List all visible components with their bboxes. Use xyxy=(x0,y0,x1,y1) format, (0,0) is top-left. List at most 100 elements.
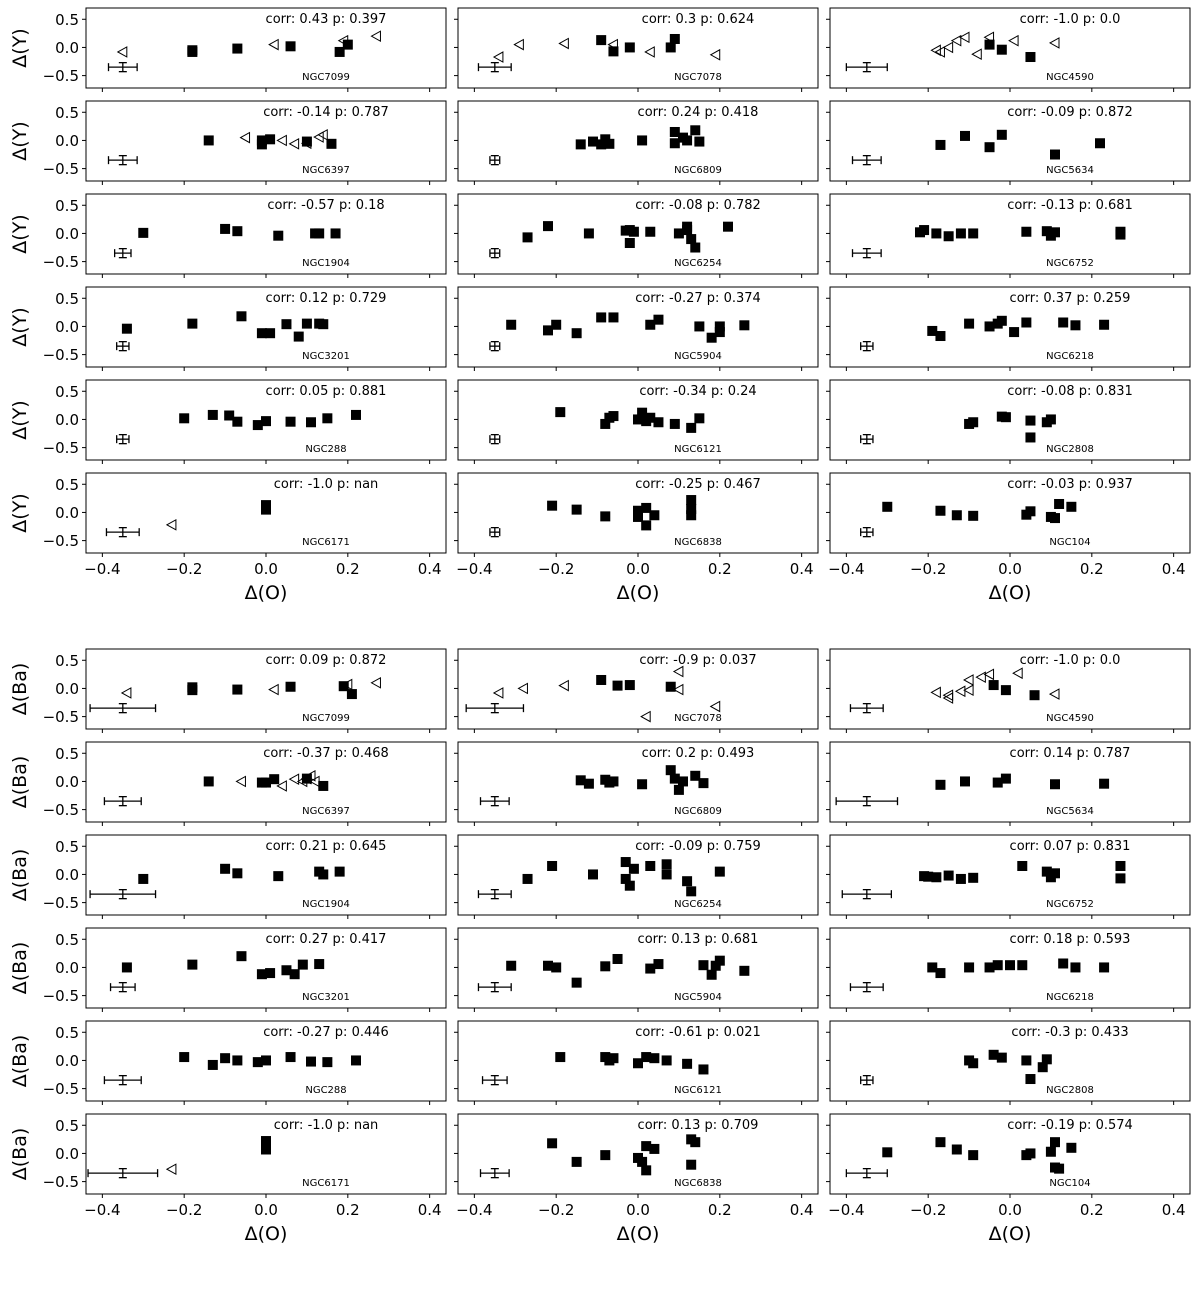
data-point-square xyxy=(261,416,271,427)
correlation-text: corr: -0.27 p: 0.374 xyxy=(635,291,761,306)
data-point-square xyxy=(665,42,676,53)
data-point-square xyxy=(633,505,643,516)
data-point-triangle xyxy=(930,686,941,699)
cluster-label: NGC5904 xyxy=(674,992,722,1003)
data-point-square xyxy=(669,138,680,149)
panel-ngc2808: corr: -0.08 p: 0.831 NGC2808 xyxy=(826,379,1191,464)
data-point-square xyxy=(960,776,970,787)
y-axis-label: Δ(Ba) xyxy=(9,756,31,809)
panel-ngc6397: 0.5 0.0 −0.5 Δ(Y) corr: -0.14 p: 0.787 NGC639… xyxy=(9,100,447,185)
cluster-label: NGC5634 xyxy=(1046,165,1094,176)
cluster-label: NGC2808 xyxy=(1046,444,1094,455)
data-point-square xyxy=(543,960,553,971)
data-point-square xyxy=(555,1052,566,1063)
data-point-square xyxy=(583,778,594,789)
data-point-square xyxy=(322,413,333,424)
data-point-square xyxy=(955,873,966,884)
data-point-triangle xyxy=(337,34,349,47)
data-point-square xyxy=(1054,498,1065,509)
data-point-square xyxy=(943,870,954,881)
data-point-square xyxy=(522,873,533,884)
data-point-triangle xyxy=(1048,37,1060,49)
correlation-text: corr: -0.14 p: 0.787 xyxy=(263,105,389,120)
data-point-square xyxy=(1021,226,1032,237)
data-point-square xyxy=(334,866,345,877)
error-bar xyxy=(489,340,501,352)
data-point-square xyxy=(351,409,361,420)
data-point-triangle xyxy=(309,775,320,788)
correlation-text: corr: 0.37 p: 0.259 xyxy=(1010,291,1131,306)
data-point-square xyxy=(220,863,231,874)
data-point-square xyxy=(1099,778,1110,789)
data-point-square xyxy=(641,1165,652,1176)
data-point-square xyxy=(706,969,717,980)
y-axis-label: Δ(Ba) xyxy=(9,849,31,902)
data-point-square xyxy=(710,960,721,971)
panel-ngc6218: corr: 0.18 p: 0.593 NGC6218 xyxy=(826,927,1191,1012)
data-point-square xyxy=(236,951,247,962)
y-tick-label: 0.5 xyxy=(55,931,79,949)
data-point-square xyxy=(686,234,697,245)
panel-ngc6809: corr: 0.2 p: 0.493 NGC6809 xyxy=(454,741,819,826)
error-bar xyxy=(860,433,874,445)
cluster-label: NGC4590 xyxy=(1046,72,1094,83)
data-point-square xyxy=(1021,317,1032,328)
data-point-square xyxy=(1025,415,1036,426)
y-tick-label: 0.0 xyxy=(55,773,79,791)
data-point-square xyxy=(289,969,300,980)
data-point-square xyxy=(612,953,623,964)
data-point-square xyxy=(984,39,995,50)
data-point-square xyxy=(608,312,619,323)
x-axis-label: Δ(O) xyxy=(989,582,1032,604)
data-point-square xyxy=(661,869,672,880)
y-tick-label: 0.0 xyxy=(55,411,79,429)
correlation-text: corr: -0.13 p: 0.681 xyxy=(1007,198,1133,213)
data-point-square xyxy=(645,319,656,330)
data-point-square xyxy=(138,873,149,884)
cluster-label: NGC6838 xyxy=(674,1178,722,1189)
cluster-label: NGC6838 xyxy=(674,537,722,548)
data-point-square xyxy=(232,684,243,695)
y-tick-label: −0.5 xyxy=(43,894,79,912)
x-tick-label: −0.4 xyxy=(828,1201,864,1219)
data-point-square xyxy=(252,420,263,431)
panel-ngc5634: corr: 0.14 p: 0.787 NGC5634 xyxy=(826,741,1191,826)
error-bar xyxy=(860,1074,874,1086)
x-tick-label: 0.4 xyxy=(418,1201,442,1219)
data-point-triangle xyxy=(1048,688,1060,700)
panel-ngc1904: 0.5 0.0 −0.5 Δ(Ba) corr: 0.21 p: 0.645 NGC190… xyxy=(9,834,447,919)
data-point-square xyxy=(571,504,582,515)
data-point-square xyxy=(596,674,607,685)
data-point-square xyxy=(682,1058,693,1069)
data-point-square xyxy=(645,963,656,974)
data-point-square xyxy=(522,232,533,243)
data-point-square xyxy=(600,511,611,522)
y-tick-label: −0.5 xyxy=(43,708,79,726)
data-point-square xyxy=(588,869,598,880)
data-point-square xyxy=(1045,414,1056,425)
data-point-square xyxy=(1054,1163,1065,1174)
error-bar xyxy=(845,1167,888,1179)
data-point-square xyxy=(1041,1054,1052,1065)
data-point-square xyxy=(964,318,975,329)
data-point-square xyxy=(318,780,329,791)
data-point-square xyxy=(637,1156,648,1167)
error-bar xyxy=(841,888,893,900)
cluster-label: NGC6397 xyxy=(302,806,350,817)
data-point-square xyxy=(628,226,639,237)
data-point-square xyxy=(265,328,276,339)
data-point-square xyxy=(261,1055,271,1066)
data-point-triangle xyxy=(971,48,982,61)
data-point-square xyxy=(600,418,611,429)
y-tick-label: 0.0 xyxy=(55,959,79,977)
data-point-square xyxy=(179,1052,190,1063)
x-tick-label: 0.0 xyxy=(626,1201,650,1219)
data-point-square xyxy=(653,959,664,970)
y-tick-label: 0.0 xyxy=(55,680,79,698)
data-point-square xyxy=(261,504,271,515)
correlation-text: corr: 0.2 p: 0.493 xyxy=(642,746,755,761)
data-point-square xyxy=(203,776,214,787)
data-point-square xyxy=(1025,506,1036,517)
data-point-square xyxy=(1070,962,1081,973)
panel-ngc288: 0.5 0.0 −0.5 Δ(Y) corr: 0.05 p: 0.881 NGC288 xyxy=(9,379,447,464)
